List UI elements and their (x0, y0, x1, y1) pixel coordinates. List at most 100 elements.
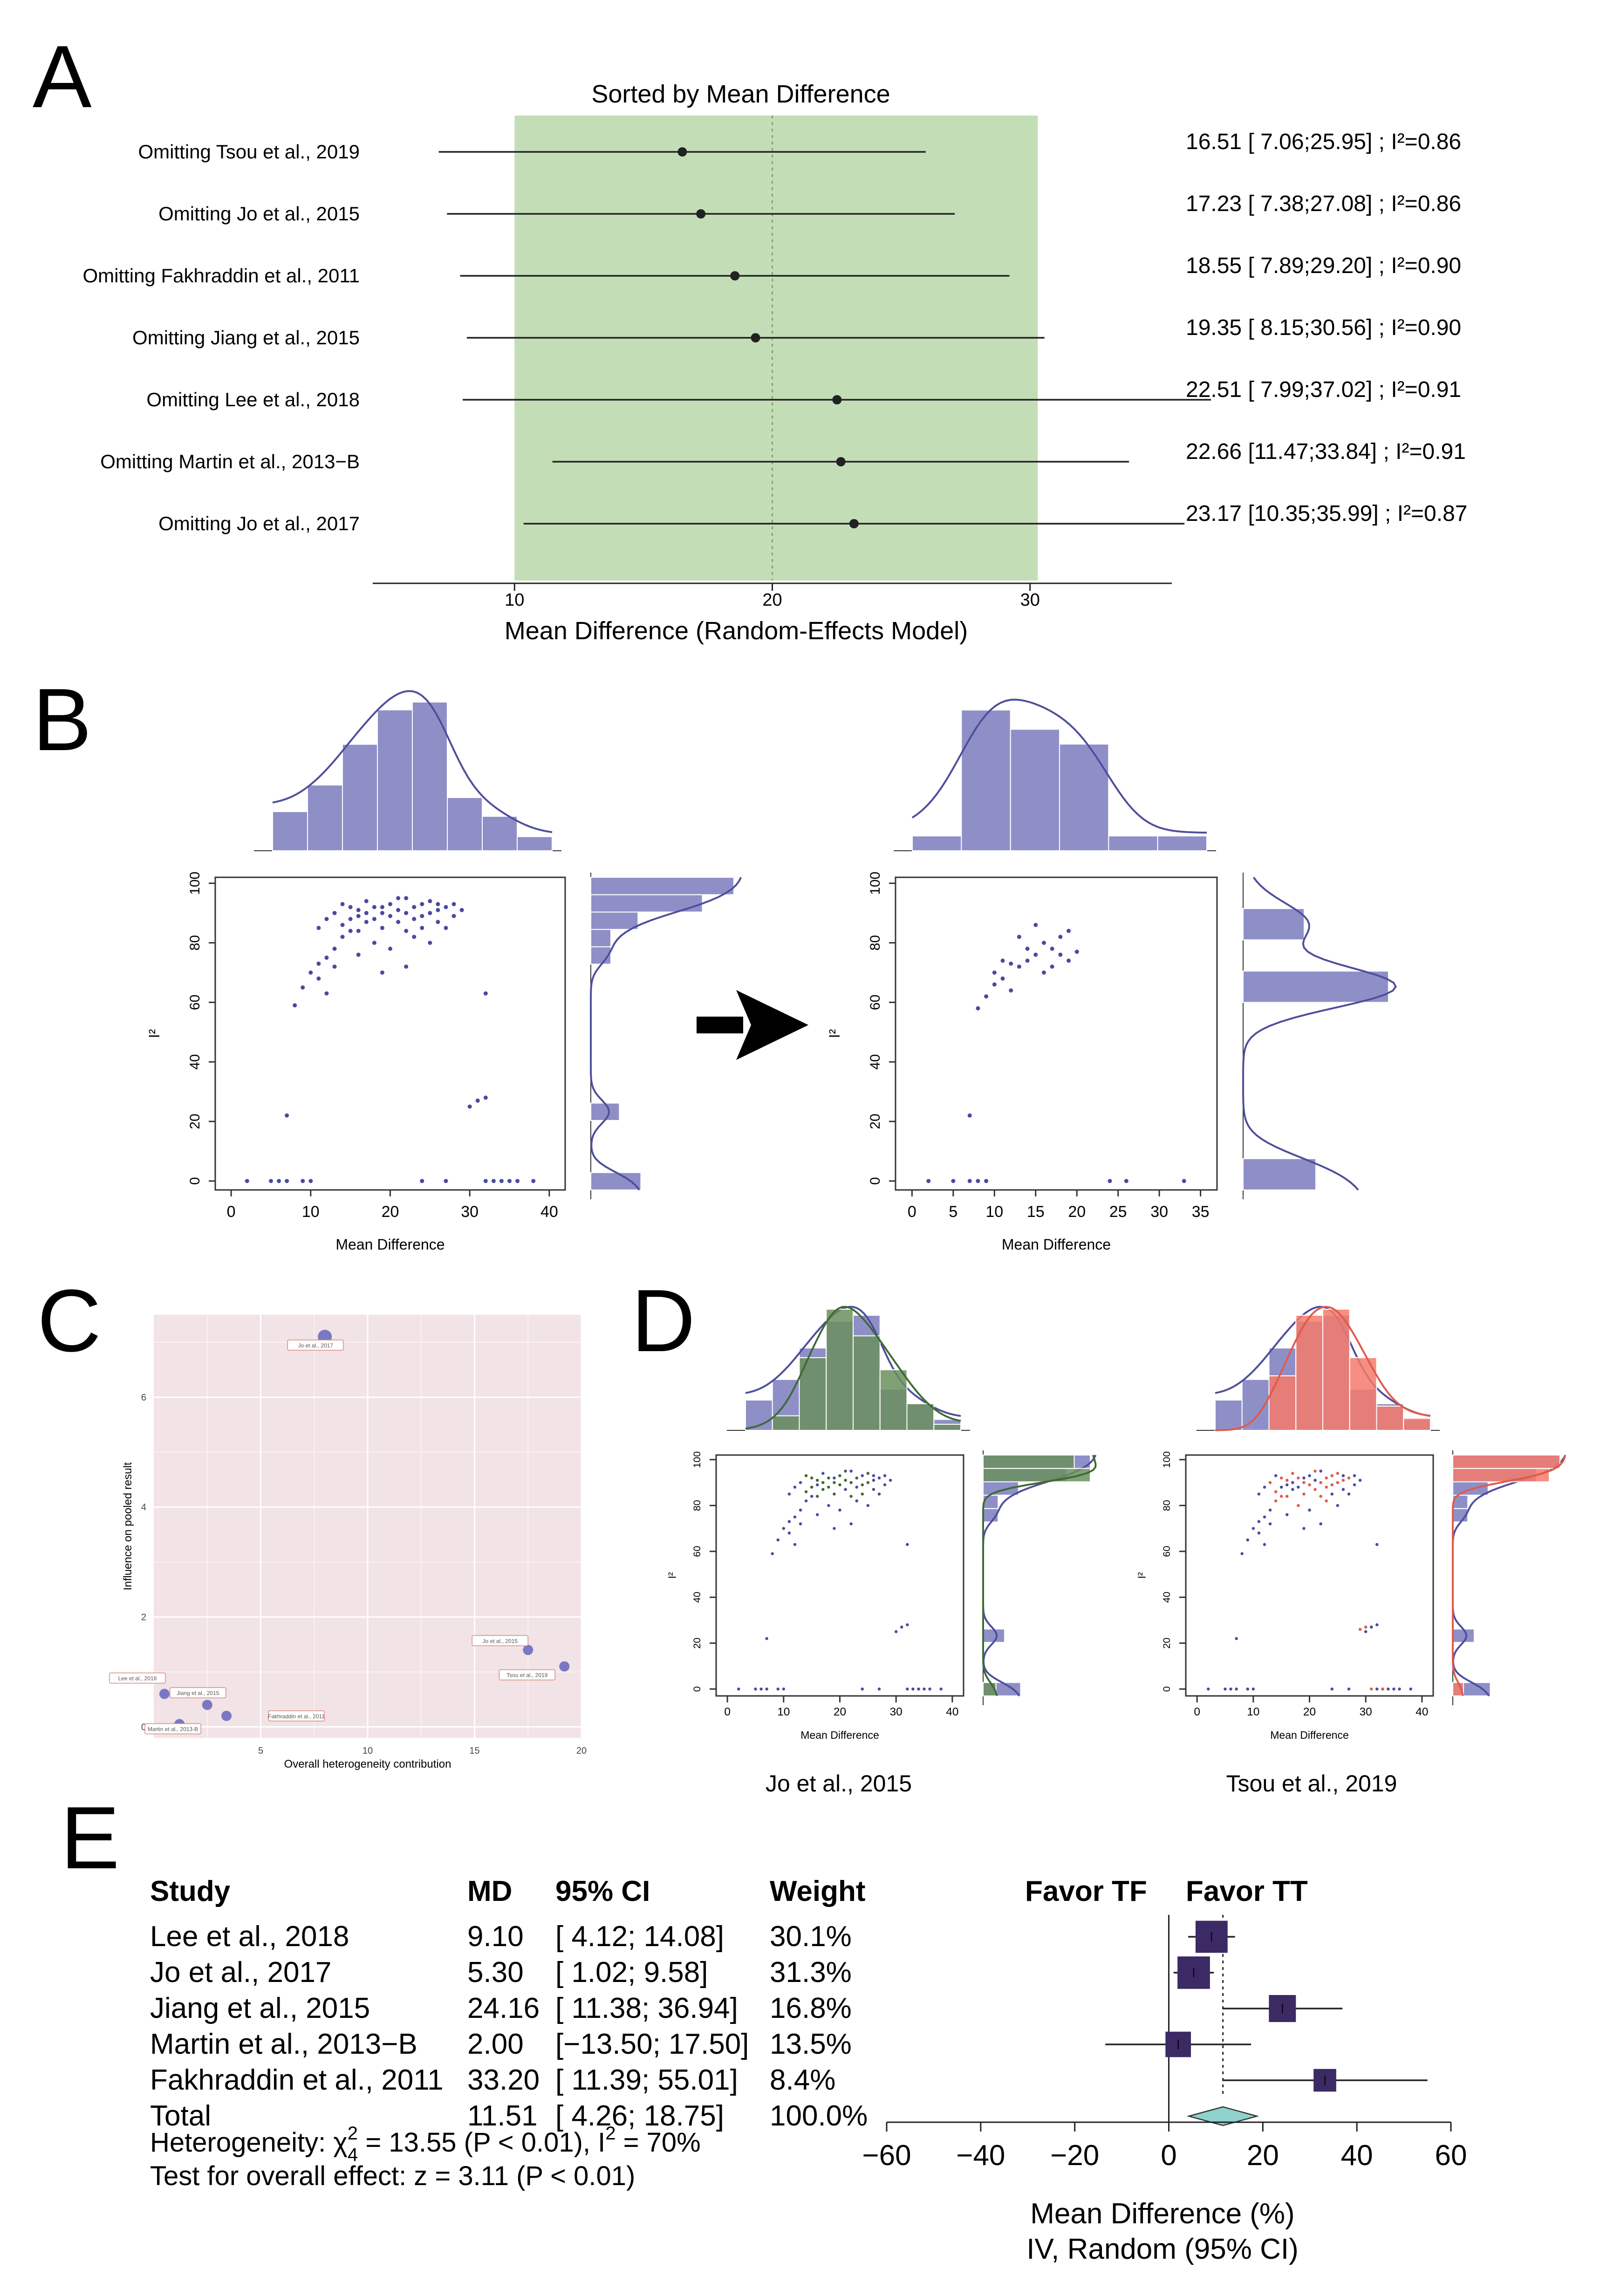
header-md: MD (467, 1875, 512, 1907)
right-hist-highlight-bar (983, 1468, 1091, 1483)
scatter-point (1041, 941, 1046, 945)
plot-frame (214, 876, 566, 1191)
scatter-point (906, 1623, 909, 1626)
panel-a-row-value: 16.51 [ 7.06;25.95] ; I²=0.86 (1186, 130, 1461, 154)
scatter-point (810, 1495, 814, 1498)
panel-e-x-label-2: IV, Random (95% CI) (1026, 2233, 1299, 2265)
point-label-box (170, 1687, 226, 1698)
scatter-point (849, 1522, 853, 1525)
scatter-point (992, 970, 997, 975)
scatter-point (436, 920, 440, 924)
scatter-point (877, 1687, 881, 1691)
header-favor-tf: Favor TF (1025, 1875, 1147, 1907)
influence-point (202, 1700, 212, 1710)
scatter-point (1302, 1492, 1306, 1496)
scatter-point (1313, 1478, 1317, 1482)
plot-frame (895, 876, 1218, 1191)
row-ci: [ 1.02; 9.58] (555, 1956, 708, 1988)
scatter-point (356, 914, 361, 918)
scatter-point (1375, 1623, 1379, 1626)
scatter-point (404, 964, 409, 969)
y-tick-label: 40 (868, 1054, 883, 1070)
scatter-point (928, 1687, 931, 1691)
row-study: Jiang et al., 2015 (150, 1992, 370, 2024)
scatter-point (388, 914, 392, 918)
scatter-point (268, 1179, 273, 1183)
panel-a-row-value: 18.55 [ 7.89;29.20] ; I²=0.90 (1186, 253, 1461, 278)
y-axis-label: I² (1136, 1572, 1148, 1578)
scatter-point (877, 1492, 881, 1496)
point-label: Fakhraddin et al., 2011 (268, 1713, 325, 1720)
scatter-point (356, 952, 361, 957)
x-tick-label: 25 (1109, 1203, 1127, 1221)
row-weight: 100.0% (770, 2100, 868, 2132)
top-hist-bar (961, 709, 1011, 852)
scatter-point (815, 1495, 819, 1498)
top-hist-bar (912, 835, 962, 851)
point-label-box (287, 1339, 344, 1351)
scatter-point (894, 1630, 898, 1633)
right-hist-bar (590, 929, 611, 948)
scatter-point (1017, 964, 1021, 969)
plot-frame (1185, 1454, 1434, 1697)
panel-a-row-value: 23.17 [10.35;35.99] ; I²=0.87 (1186, 501, 1467, 526)
panel-a-point-estimate (832, 395, 842, 404)
scatter-point (1347, 1492, 1351, 1496)
scatter-point (1364, 1630, 1368, 1633)
scatter-point (444, 905, 448, 909)
scatter-point (531, 1179, 536, 1183)
scatter-point (1387, 1687, 1390, 1691)
scatter-point (404, 896, 409, 901)
panel-a-x-label: Mean Difference (Random-Effects Model) (505, 617, 968, 645)
influence-point (523, 1645, 533, 1655)
scatter-point (1058, 952, 1063, 957)
scatter-point (1302, 1527, 1306, 1530)
scatter-point (1263, 1485, 1266, 1489)
y-tick-label: 60 (868, 995, 883, 1010)
top-hist-highlight-bar (906, 1403, 935, 1431)
scatter-point (301, 985, 305, 990)
scatter-point (380, 905, 384, 909)
scatter-point (1297, 1476, 1300, 1480)
scatter-point (793, 1543, 797, 1546)
scatter-point (388, 902, 392, 907)
scatter-point (1017, 935, 1021, 939)
scatter-point (1347, 1687, 1351, 1691)
top-hist-density-curve (911, 698, 1207, 834)
panel-a-title: Sorted by Mean Difference (591, 80, 890, 108)
scatter-point (348, 916, 353, 921)
scatter-point (1308, 1474, 1311, 1477)
scatter-point (861, 1474, 864, 1477)
scatter-point (1268, 1481, 1272, 1484)
y-axis-label: I² (666, 1572, 678, 1578)
top-hist-highlight-density-curve (1215, 1305, 1431, 1431)
y-tick-label: 100 (187, 872, 203, 895)
scatter-point (316, 961, 321, 966)
scatter-point (380, 926, 384, 930)
row-study: Martin et al., 2013−B (150, 2028, 417, 2060)
scatter-point (420, 902, 424, 907)
x-axis-label: Mean Difference (800, 1729, 879, 1741)
scatter-point (855, 1499, 858, 1503)
scatter-point (356, 908, 361, 912)
y-tick-label: 0 (187, 1177, 203, 1185)
scatter-point (1229, 1687, 1232, 1691)
scatter-point (1257, 1520, 1261, 1524)
header-favor-tt: Favor TT (1186, 1875, 1308, 1907)
scatter-point (1257, 1492, 1261, 1496)
scatter-point (872, 1488, 875, 1491)
scatter-point (1285, 1483, 1289, 1487)
scatter-point (380, 970, 384, 975)
panel-a-row-label: Omitting Jiang et al., 2015 (132, 327, 360, 348)
scatter-point (1268, 1508, 1272, 1512)
scatter-point (396, 896, 401, 901)
scatter-point (1291, 1488, 1294, 1491)
y-tick-label: 40 (691, 1592, 703, 1603)
right-hist-bar (1452, 1481, 1489, 1496)
scatter-point (833, 1492, 836, 1496)
panel-a-row-label: Omitting Tsou et al., 2019 (138, 141, 360, 163)
row-ci: [−13.50; 17.50] (555, 2028, 749, 2060)
scatter-point (293, 1003, 297, 1008)
scatter-point (308, 970, 313, 975)
x-tick-label: 35 (1192, 1203, 1210, 1221)
